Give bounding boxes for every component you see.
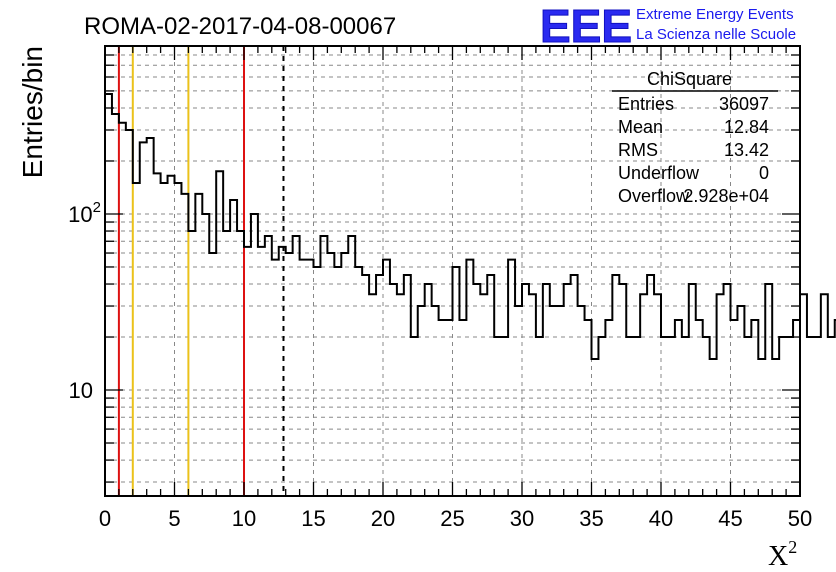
y-tick-label: 10 — [69, 378, 93, 403]
x-tick-label: 40 — [649, 506, 673, 531]
stats-value: 13.42 — [724, 140, 769, 160]
x-axis-label: X2 — [768, 537, 797, 572]
x-tick-label: 50 — [788, 506, 812, 531]
x-tick-label: 5 — [168, 506, 180, 531]
axis-ticks: 0 5 10 15 20 25 30 35 40 45 50 10 102 — [68, 45, 812, 531]
y-tick-label: 102 — [68, 199, 101, 227]
y-axis-label: Entries/bin — [17, 46, 48, 178]
stats-value: 2.928e+04 — [683, 186, 769, 206]
x-tick-label: 10 — [232, 506, 256, 531]
x-tick-label: 35 — [579, 506, 603, 531]
x-tick-label: 45 — [718, 506, 742, 531]
stats-value: 0 — [759, 163, 769, 183]
x-tick-label: 20 — [371, 506, 395, 531]
stats-label: Underflow — [618, 163, 700, 183]
eee-logo: EEE — [540, 0, 633, 53]
x-tick-label: 25 — [440, 506, 464, 531]
stats-value: 36097 — [719, 94, 769, 114]
histogram-line — [104, 93, 836, 496]
stats-box: ChiSquare Entries 36097 Mean 12.84 RMS 13.42 U… — [612, 69, 778, 206]
x-tick-label: 0 — [99, 506, 111, 531]
x-tick-label: 30 — [510, 506, 534, 531]
reference-lines — [117, 46, 285, 496]
brand-line2: La Scienza nelle Scuole — [636, 26, 796, 43]
stats-label: Overflow — [618, 186, 690, 206]
stats-title: ChiSquare — [647, 69, 732, 89]
stats-value: 12.84 — [724, 117, 769, 137]
chart-title: ROMA-02-2017-04-08-00067 — [84, 13, 396, 40]
stats-label: Entries — [618, 94, 674, 114]
brand-line1: Extreme Energy Events — [636, 6, 794, 23]
x-tick-label: 15 — [301, 506, 325, 531]
stats-label: Mean — [618, 117, 663, 137]
logo-text: EEE — [540, 0, 632, 52]
stats-label: RMS — [618, 140, 658, 160]
